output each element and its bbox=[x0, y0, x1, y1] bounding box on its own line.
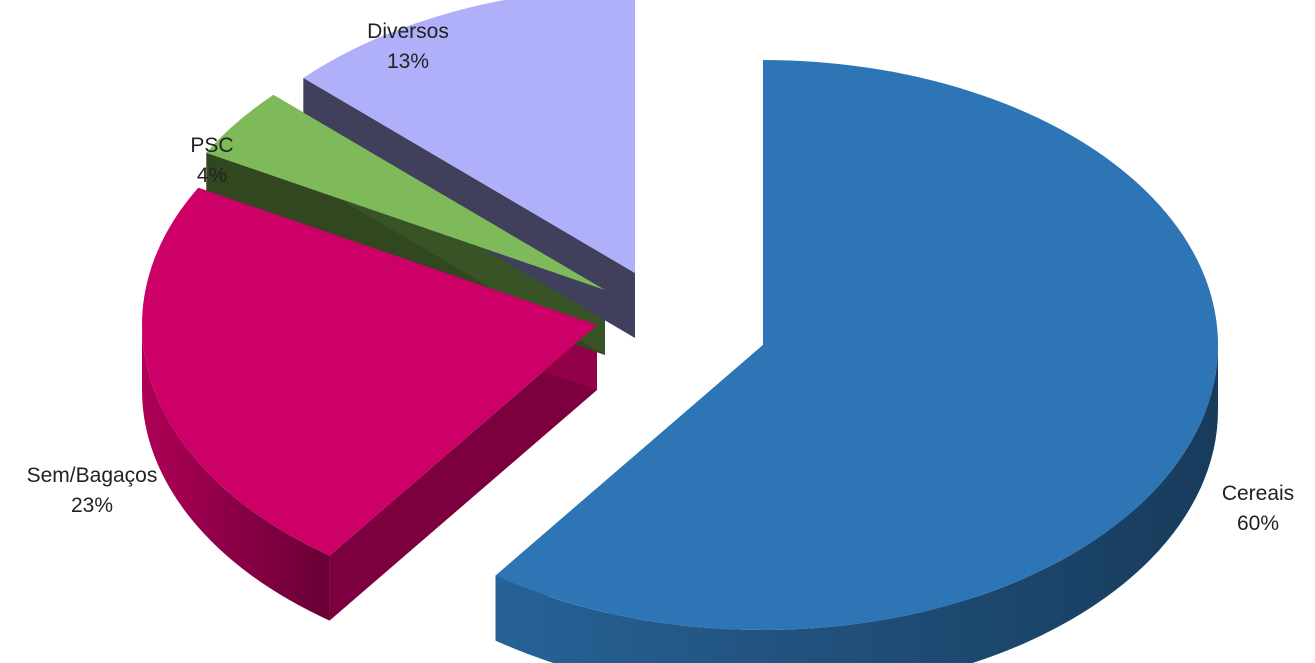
slice-wall-sem-baga-os bbox=[329, 325, 597, 621]
slice-percent-label-diversos: 13% bbox=[387, 50, 429, 73]
slice-tops-layer bbox=[142, 0, 1219, 631]
slice-name-label-diversos: Diversos bbox=[367, 20, 449, 43]
slice-psc bbox=[206, 94, 605, 290]
slice-name-label-sem-baga-os: Sem/Bagaços bbox=[27, 464, 158, 487]
slice-percent-label-psc: 4% bbox=[197, 164, 227, 187]
slice-wall-diversos bbox=[303, 77, 635, 338]
slice-cereais bbox=[495, 60, 1219, 631]
slice-percent-label-sem-baga-os: 23% bbox=[71, 494, 113, 517]
slice-sem-baga-os bbox=[142, 187, 598, 556]
slice-rim-cereais bbox=[495, 345, 1218, 663]
slice-name-label-cereais: Cereais bbox=[1222, 482, 1294, 505]
slice-percent-label-cereais: 60% bbox=[1237, 512, 1279, 535]
slice-labels-layer: Cereais 60% Sem/Bagaços 23% PSC 4% Diversos 13% bbox=[27, 20, 1295, 535]
slice-rim-sem-baga-os bbox=[142, 325, 330, 621]
slice-name-label-psc: PSC bbox=[190, 134, 233, 157]
slice-diversos bbox=[303, 0, 635, 273]
